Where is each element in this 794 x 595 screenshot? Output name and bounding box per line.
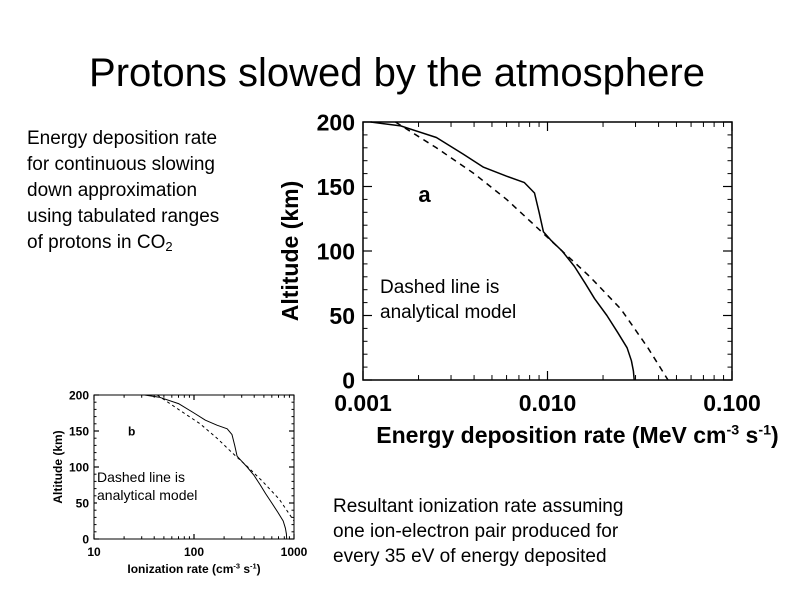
description-line: for continuous slowing bbox=[27, 154, 215, 175]
y-tick-label: 50 bbox=[329, 303, 355, 329]
x-axis-label-part: s bbox=[240, 562, 250, 576]
x-tick-label: 0.001 bbox=[334, 390, 392, 416]
data-line bbox=[144, 394, 288, 540]
y-tick-label: 200 bbox=[69, 388, 89, 402]
x-tick-label: 0.100 bbox=[703, 390, 761, 416]
slide-title: Protons slowed by the atmosphere bbox=[89, 51, 705, 95]
description-line: down approximation bbox=[27, 180, 198, 201]
x-axis-label-superscript: -3 bbox=[233, 561, 240, 570]
description-text: Energy deposition rate for continuous sl… bbox=[27, 126, 287, 256]
x-axis-label-superscript: -3 bbox=[727, 422, 740, 438]
plot-frame bbox=[93, 394, 295, 540]
analytical-model-line bbox=[395, 121, 669, 381]
y-tick-label: 100 bbox=[69, 460, 89, 474]
y-tick-label: 150 bbox=[317, 174, 355, 200]
y-tick-label: 0 bbox=[82, 532, 89, 546]
note-line: Dashed line is bbox=[97, 469, 185, 485]
y-axis-label: Altitude (km) bbox=[51, 430, 65, 503]
data-line bbox=[370, 121, 635, 381]
x-axis-label-superscript: -1 bbox=[250, 561, 257, 570]
x-axis-label: Energy deposition rate (MeV cm-3 s-1) bbox=[376, 422, 778, 448]
x-axis-label-part: Energy deposition rate (MeV cm bbox=[376, 422, 726, 448]
x-tick-label: 10 bbox=[87, 545, 101, 559]
result-line: every 35 eV of energy deposited bbox=[333, 546, 607, 567]
y-tick-label: 100 bbox=[317, 238, 355, 264]
y-tick-label: 200 bbox=[317, 109, 355, 135]
description-subscript: 2 bbox=[165, 239, 173, 254]
energy-deposition-chart: 0.001 0.010 0.100 0 50 100 150 200 Altitude (km)… bbox=[277, 109, 779, 448]
x-axis-label-superscript: -1 bbox=[758, 422, 771, 438]
x-axis-label-part: ) bbox=[257, 562, 261, 576]
x-tick-label: 100 bbox=[184, 545, 204, 559]
description-line: using tabulated ranges bbox=[27, 206, 220, 227]
description-line: Energy deposition rate bbox=[27, 128, 218, 149]
x-axis-label-part: ) bbox=[771, 422, 779, 448]
result-line: one ion-electron pair produced for bbox=[333, 521, 619, 542]
panel-label: b bbox=[128, 424, 135, 438]
x-tick-label: 0.010 bbox=[519, 390, 577, 416]
analytical-model-note-small: Dashed line is analytical model bbox=[97, 468, 198, 504]
result-text: Resultant ionization rate assuming one i… bbox=[333, 494, 733, 569]
y-tick-label: 150 bbox=[69, 424, 89, 438]
x-axis-label-part: Ionization rate (cm bbox=[127, 562, 233, 576]
x-axis-label-part: s bbox=[739, 422, 758, 448]
y-tick-label: 0 bbox=[342, 367, 355, 393]
y-tick-label: 50 bbox=[76, 496, 90, 510]
x-tick-label: 1000 bbox=[281, 545, 308, 559]
y-axis-label: Altitude (km) bbox=[277, 181, 303, 322]
description-line: of protons in CO2 bbox=[27, 230, 287, 256]
x-axis-label: Ionization rate (cm-3 s-1) bbox=[127, 561, 260, 576]
analytical-model-note: Dashed line is analytical model bbox=[380, 275, 517, 325]
description-line-text: of protons in CO bbox=[27, 232, 166, 253]
ionization-rate-chart: 10 100 1000 0 50 100 150 200 Altitude (km) Ioniza… bbox=[51, 388, 308, 576]
result-line: Resultant ionization rate assuming bbox=[333, 496, 624, 517]
note-line: Dashed line is bbox=[380, 277, 500, 298]
note-line: analytical model bbox=[97, 487, 198, 503]
note-line: analytical model bbox=[380, 302, 517, 323]
panel-label: a bbox=[418, 182, 431, 207]
plot-frame bbox=[362, 121, 733, 381]
